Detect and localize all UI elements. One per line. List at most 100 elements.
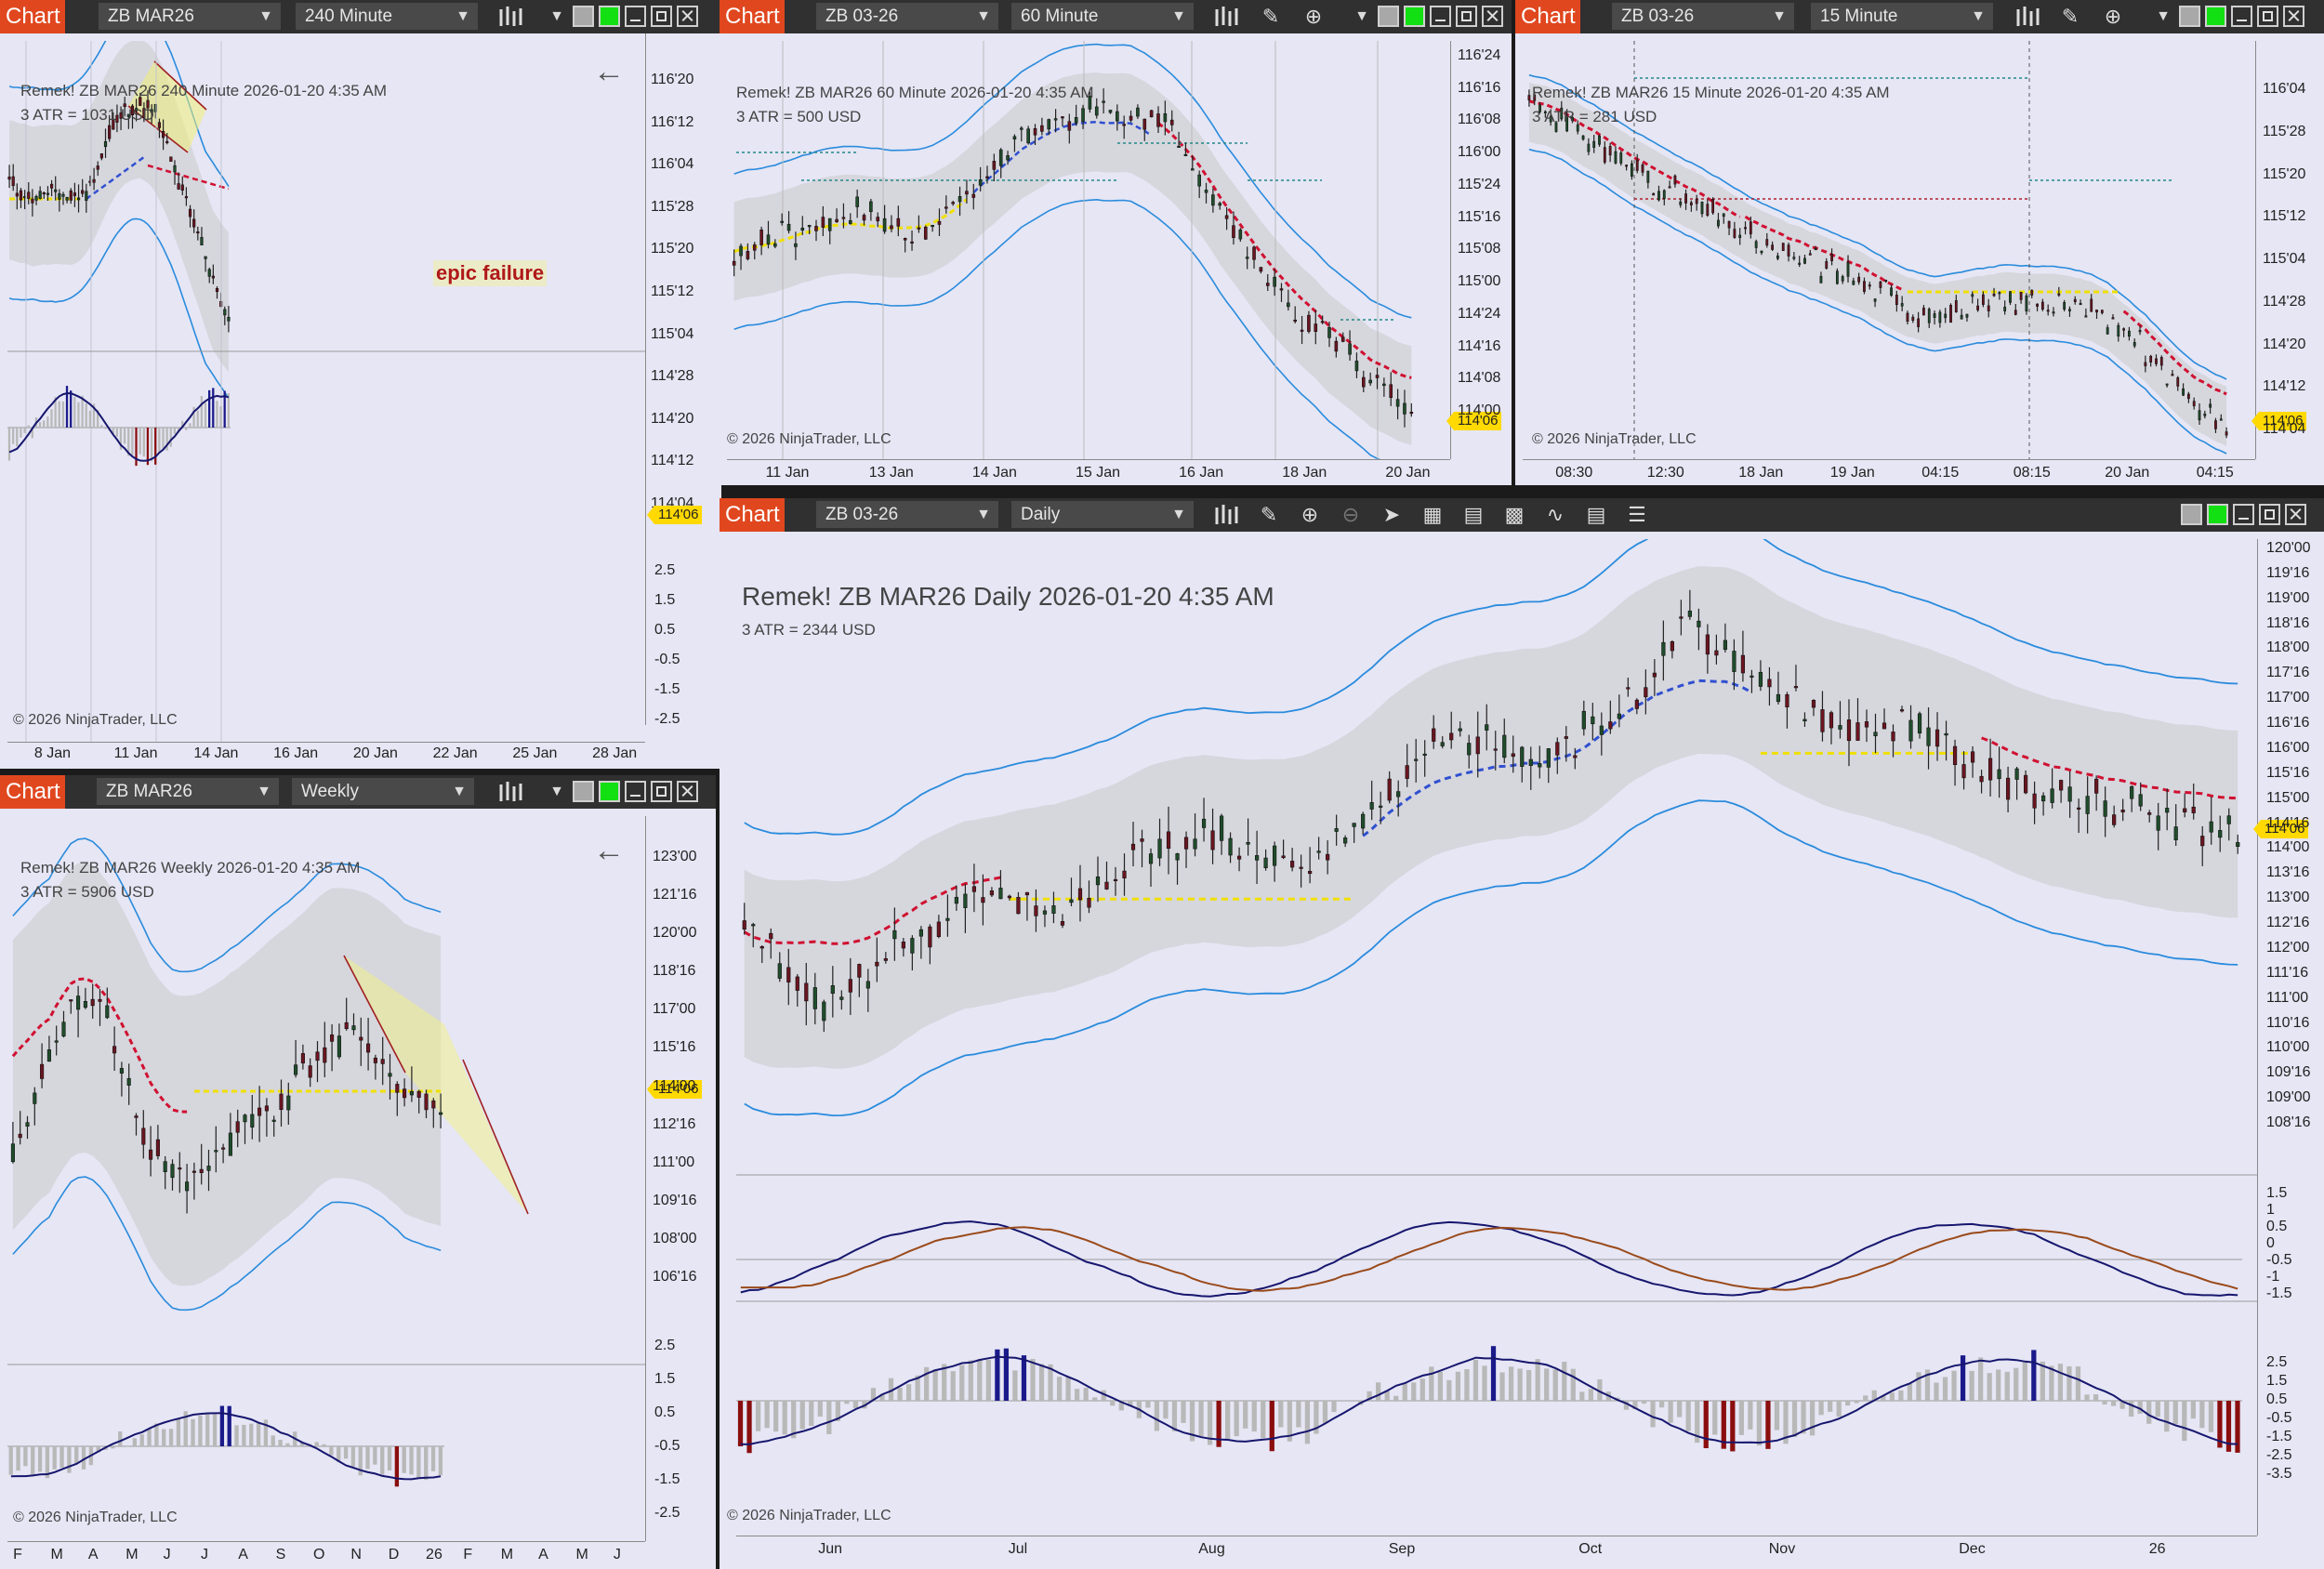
candle-body	[2236, 842, 2240, 848]
maximize-button[interactable]	[1456, 6, 1477, 27]
chevron-down-icon: ▼	[1772, 8, 1787, 24]
bar-style-button[interactable]	[1212, 4, 1240, 30]
x-tick-label: A	[87, 1547, 99, 1562]
bar-style-button[interactable]	[1212, 502, 1240, 528]
pointer-icon[interactable]: ➤	[1382, 503, 1401, 526]
color-link-button[interactable]	[2205, 6, 2226, 27]
chart-menu-button[interactable]: Chart	[1515, 0, 1580, 33]
bar-style-button[interactable]	[496, 4, 524, 30]
histogram-bar	[1562, 1361, 1567, 1401]
color-link-button[interactable]	[599, 781, 620, 802]
minimize-button[interactable]	[1430, 6, 1451, 27]
histogram-bar	[1517, 1368, 1523, 1401]
maximize-button[interactable]	[651, 6, 672, 27]
candle-body	[58, 192, 61, 200]
candle-body	[1033, 127, 1037, 136]
chevron-down-icon[interactable]: ▼	[549, 8, 564, 24]
link-button[interactable]	[573, 781, 594, 802]
interval-selector[interactable]: Daily ▼	[1011, 501, 1194, 528]
chart-window-daily: Chart ZB 03-26 ▼ Daily ▼ ✎ ⊕ ⊖ ➤ ▦ ▤ ▩ ∿ ▤…	[720, 498, 2324, 1569]
upper-band	[744, 539, 2238, 836]
histogram-bar	[826, 1401, 832, 1434]
x-tick-label: 15 Jan	[1076, 465, 1121, 481]
histogram-bar	[1048, 1364, 1053, 1401]
strategies-icon[interactable]: ▤	[1586, 503, 1606, 526]
close-button[interactable]	[677, 781, 698, 802]
chevron-down-icon[interactable]: ▼	[549, 784, 564, 799]
instrument-selector[interactable]: ZB MAR26 ▼	[99, 3, 281, 30]
candle-body	[134, 1115, 139, 1118]
zoom-in-icon[interactable]: ⊕	[2104, 5, 2122, 28]
maximize-button[interactable]	[2259, 504, 2280, 525]
candle-body	[2198, 410, 2201, 421]
pencil-icon[interactable]: ✎	[2061, 5, 2080, 28]
pencil-icon[interactable]: ✎	[1261, 5, 1280, 28]
close-button[interactable]	[1482, 6, 1503, 27]
candle-body	[1094, 106, 1099, 116]
chevron-down-icon[interactable]: ▼	[1354, 8, 1369, 24]
bar-style-button[interactable]	[2014, 4, 2041, 30]
link-button[interactable]	[573, 6, 594, 27]
maximize-button[interactable]	[651, 781, 672, 802]
x-tick-label: 26	[2148, 1541, 2166, 1557]
candle-body	[1689, 202, 1693, 205]
color-link-button[interactable]	[599, 6, 620, 27]
candle-body	[1631, 163, 1633, 177]
indicators-icon[interactable]: ∿	[1546, 503, 1565, 526]
zoom-out-icon[interactable]: ⊖	[1341, 503, 1360, 526]
candle-body	[1917, 318, 1921, 327]
candle-body	[1723, 639, 1728, 651]
chart-window-15min: Chart ZB 03-26 ▼ 15 Minute ▼ ✎ ⊕ ▼ Remek! …	[1515, 0, 2324, 485]
candle-body	[2226, 815, 2231, 824]
color-link-button[interactable]	[2207, 504, 2228, 525]
histogram-bar	[1367, 1391, 1372, 1401]
interval-selector[interactable]: 15 Minute ▼	[1811, 3, 1993, 30]
chart-menu-button[interactable]: Chart	[0, 0, 65, 33]
pencil-icon[interactable]: ✎	[1260, 503, 1278, 526]
link-button[interactable]	[1378, 6, 1399, 27]
instrument-selector[interactable]: ZB 03-26 ▼	[1612, 3, 1794, 30]
candle-body	[207, 269, 211, 277]
object-list-icon[interactable]: ▤	[1463, 503, 1484, 526]
back-arrow-icon[interactable]: ←	[593, 833, 625, 868]
chevron-down-icon[interactable]: ▼	[2156, 8, 2171, 24]
y-tick-label: 114'12	[2263, 378, 2306, 395]
zoom-in-icon[interactable]: ⊕	[1301, 503, 1319, 526]
interval-selector[interactable]: 60 Minute ▼	[1011, 3, 1194, 30]
y-axis-60	[1450, 41, 1451, 459]
chart-menu-button[interactable]: Chart	[720, 0, 785, 33]
instrument-selector[interactable]: ZB 03-26 ▼	[816, 3, 998, 30]
chart-menu-button[interactable]: Chart	[720, 498, 785, 532]
candle-body	[83, 1001, 87, 1009]
instrument-list-icon[interactable]: ☰	[1628, 503, 1646, 526]
link-button[interactable]	[2181, 504, 2202, 525]
candle-body	[1224, 215, 1229, 219]
properties-icon[interactable]: ▩	[1504, 503, 1525, 526]
candle-body	[1873, 298, 1877, 302]
histogram-bar	[2075, 1366, 2081, 1401]
histogram-bar	[1118, 1401, 1124, 1411]
data-box-icon[interactable]: ▦	[1422, 503, 1443, 526]
color-link-button[interactable]	[1404, 6, 1425, 27]
interval-selector[interactable]: Weekly ▼	[292, 778, 474, 805]
histogram-bar	[2093, 1394, 2099, 1401]
zoom-in-icon[interactable]: ⊕	[1304, 5, 1323, 28]
maximize-button[interactable]	[2257, 6, 2278, 27]
bar-style-button[interactable]	[496, 779, 524, 805]
y-tick-label: 120'00	[653, 925, 697, 942]
minimize-button[interactable]	[625, 781, 646, 802]
instrument-selector[interactable]: ZB 03-26 ▼	[816, 501, 998, 528]
close-button[interactable]	[677, 6, 698, 27]
instrument-selector[interactable]: ZB MAR26 ▼	[97, 778, 279, 805]
interval-selector[interactable]: 240 Minute ▼	[296, 3, 478, 30]
osc-tick-label: -1.5	[2266, 1429, 2292, 1444]
close-button[interactable]	[2285, 504, 2306, 525]
minimize-button[interactable]	[2233, 504, 2254, 525]
minimize-button[interactable]	[625, 6, 646, 27]
back-arrow-icon[interactable]: ←	[593, 54, 625, 89]
close-button[interactable]	[2283, 6, 2304, 27]
minimize-button[interactable]	[2231, 6, 2252, 27]
candle-body	[2090, 298, 2093, 312]
link-button[interactable]	[2179, 6, 2200, 27]
chart-menu-button[interactable]: Chart	[0, 775, 65, 809]
